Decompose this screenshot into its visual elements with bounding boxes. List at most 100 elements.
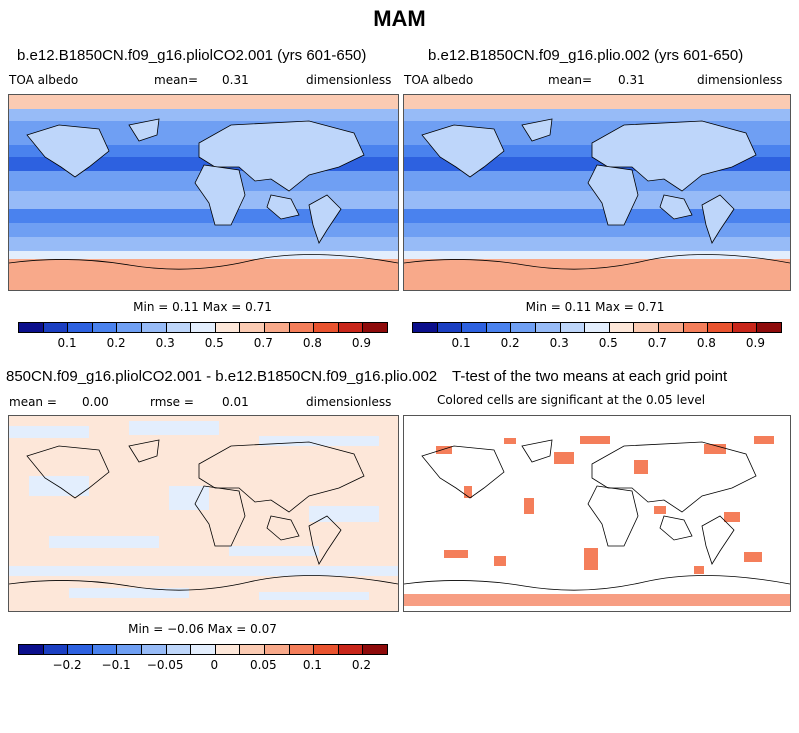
panel4-title: T-test of the two means at each grid poi… <box>452 368 728 385</box>
panel3-colorbar-tick-label: 0.05 <box>249 658 277 672</box>
panel3-rmse-value: 0.01 <box>222 395 249 409</box>
panel3-colorbar-tick-label: −0.05 <box>146 658 184 672</box>
panel3-colorbar-swatch-0 <box>19 645 44 654</box>
panel1-colorbar-swatch-0 <box>19 323 44 332</box>
panel1-colorbar-tick-label: 0.8 <box>302 336 322 350</box>
panel3-rmse-label: rmse = <box>150 395 194 409</box>
panel1-colorbar-tick-label: 0.2 <box>106 336 126 350</box>
panel2-colorbar-swatch-5 <box>535 323 561 332</box>
panel2-colorbar-swatch-0 <box>413 323 438 332</box>
panel3-colorbar-swatch-1 <box>43 645 69 654</box>
panel2-mean-value: 0.31 <box>618 73 645 87</box>
panel2-map <box>403 94 791 291</box>
panel1-colorbar-swatch-1 <box>43 323 69 332</box>
panel3-colorbar-swatch-10 <box>264 645 290 654</box>
panel1-mean-label: mean= <box>154 73 199 87</box>
panel2-variable-label: TOA albedo <box>404 73 474 87</box>
panel2-colorbar-swatch-7 <box>585 323 610 332</box>
panel1-colorbar <box>18 322 388 333</box>
panel3-colorbar-swatch-3 <box>92 645 118 654</box>
panel2-colorbar-tick-label: 0.9 <box>745 336 765 350</box>
panel3-colorbar-swatch-2 <box>68 645 93 654</box>
panel3-colorbar-swatch-8 <box>215 645 241 654</box>
panel3-colorbar-swatch-7 <box>191 645 216 654</box>
panel2-colorbar-tick-label: 0.3 <box>549 336 569 350</box>
panel1-map <box>8 94 399 291</box>
panel1-colorbar-swatch-11 <box>289 323 315 332</box>
panel3-colorbar-swatch-9 <box>240 645 265 654</box>
panel3-colorbar-tick-label: 0 <box>210 658 219 672</box>
panel3-map-svg <box>9 416 398 611</box>
panel1-colorbar-swatch-7 <box>191 323 216 332</box>
panel1-colorbar-swatch-6 <box>166 323 192 332</box>
panel3-mean-value: 0.00 <box>82 395 109 409</box>
panel3-colorbar-tick-label: −0.2 <box>52 658 82 672</box>
panel2-colorbar-swatch-11 <box>683 323 709 332</box>
panel1-colorbar-tick-label: 0.7 <box>253 336 273 350</box>
panel1-colorbar-swatch-10 <box>264 323 290 332</box>
panel3-colorbar-tick-label: 0.2 <box>351 658 371 672</box>
panel2-colorbar-tick-label: 0.2 <box>500 336 520 350</box>
panel1-colorbar-tick-label: 0.1 <box>57 336 77 350</box>
panel1-colorbar-swatch-4 <box>117 323 142 332</box>
panel3-colorbar-swatch-6 <box>166 645 192 654</box>
panel2-colorbar-swatch-3 <box>486 323 512 332</box>
panel2-colorbar-tick-label: 0.7 <box>647 336 667 350</box>
panel1-colorbar-swatch-13 <box>338 323 364 332</box>
panel3-colorbar-labels: −0.2 −0.1 −0.05 0 0.05 0.1 0.2 <box>18 658 386 672</box>
figure-title: MAM <box>373 6 426 31</box>
panel2-colorbar-tick-label: 0.8 <box>696 336 716 350</box>
panel1-colorbar-swatch-3 <box>92 323 118 332</box>
panel1-mean-value: 0.31 <box>222 73 249 87</box>
panel2-mean-label: mean= <box>548 73 593 87</box>
panel1-colorbar-swatch-2 <box>68 323 93 332</box>
panel1-colorbar-tick-label: 0.3 <box>155 336 175 350</box>
panel1-colorbar-swatch-9 <box>240 323 265 332</box>
panel2-title: b.e12.B1850CN.f09_g16.plio.002 (yrs 601-… <box>428 47 744 64</box>
panel1-units: dimensionless <box>306 73 392 87</box>
panel2-colorbar-swatch-9 <box>634 323 659 332</box>
panel1-map-svg <box>9 95 398 290</box>
panel1-colorbar-swatch-14 <box>363 323 387 332</box>
panel2-colorbar-swatch-2 <box>462 323 487 332</box>
panel2-colorbar <box>412 322 782 333</box>
panel2-colorbar-tick-label: 0.5 <box>598 336 618 350</box>
panel4-map-svg <box>404 416 790 611</box>
panel2-colorbar-swatch-4 <box>511 323 536 332</box>
panel2-colorbar-swatch-1 <box>437 323 463 332</box>
panel3-colorbar-swatch-11 <box>289 645 315 654</box>
panel1-variable-label: TOA albedo <box>9 73 79 87</box>
panel1-colorbar-swatch-12 <box>314 323 339 332</box>
panel1-colorbar-labels: 0.1 0.2 0.3 0.5 0.7 0.8 0.9 <box>18 336 386 350</box>
panel1-colorbar-tick-label: 0.9 <box>351 336 371 350</box>
panel2-colorbar-swatch-8 <box>609 323 635 332</box>
panel3-colorbar-swatch-4 <box>117 645 142 654</box>
panel2-colorbar-labels: 0.1 0.2 0.3 0.5 0.7 0.8 0.9 <box>412 336 780 350</box>
panel2-colorbar-swatch-6 <box>560 323 586 332</box>
panel2-minmax: Min = 0.11 Max = 0.71 <box>525 300 665 314</box>
panel3-colorbar-swatch-14 <box>363 645 387 654</box>
panel2-colorbar-swatch-13 <box>732 323 758 332</box>
panel3-mean-label: mean = <box>9 395 57 409</box>
panel2-colorbar-swatch-10 <box>658 323 684 332</box>
panel2-colorbar-swatch-12 <box>708 323 733 332</box>
panel2-map-svg <box>404 95 790 290</box>
panel3-colorbar-swatch-12 <box>314 645 339 654</box>
panel2-colorbar-swatch-14 <box>757 323 781 332</box>
panel3-colorbar-swatch-5 <box>141 645 167 654</box>
panel1-colorbar-tick-label: 0.5 <box>204 336 224 350</box>
panel2-colorbar-tick-label: 0.1 <box>451 336 471 350</box>
panel4-subtitle: Colored cells are significant at the 0.0… <box>437 393 706 407</box>
panel1-minmax: Min = 0.11 Max = 0.71 <box>133 300 272 314</box>
panel2-units: dimensionless <box>697 73 783 87</box>
panel1-title: b.e12.B1850CN.f09_g16.pliolCO2.001 (yrs … <box>17 47 367 64</box>
panel1-colorbar-swatch-5 <box>141 323 167 332</box>
panel3-colorbar <box>18 644 388 655</box>
panel4-map <box>403 415 791 612</box>
panel3-minmax: Min = −0.06 Max = 0.07 <box>128 622 277 636</box>
panel3-colorbar-tick-label: −0.1 <box>101 658 131 672</box>
panel3-units: dimensionless <box>306 395 392 409</box>
panel3-colorbar-tick-label: 0.1 <box>302 658 322 672</box>
panel3-map <box>8 415 399 612</box>
panel3-title: 850CN.f09_g16.pliolCO2.001 - b.e12.B1850… <box>6 368 438 385</box>
